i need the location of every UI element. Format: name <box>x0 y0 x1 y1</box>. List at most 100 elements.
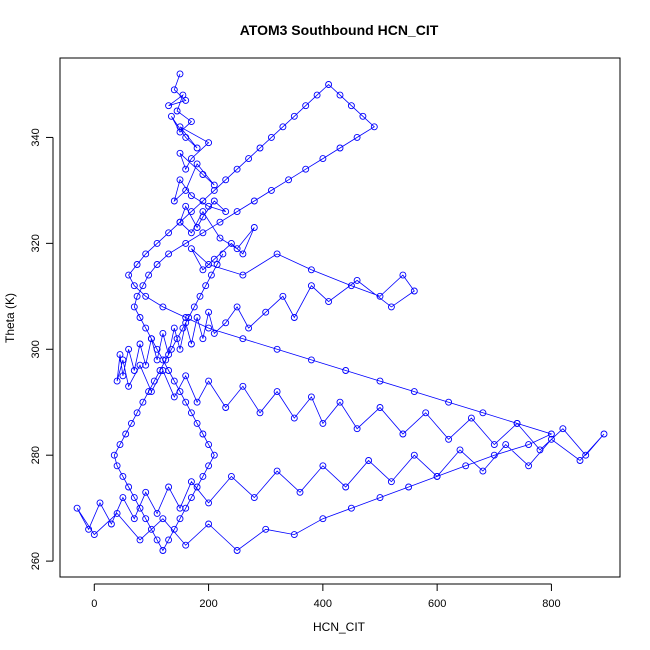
data-point <box>336 398 344 406</box>
data-point <box>147 388 155 396</box>
data-point <box>222 319 230 327</box>
data-point <box>165 250 173 258</box>
y-axis-label: Theta (K) <box>3 293 17 343</box>
data-point <box>156 367 164 374</box>
data-point <box>125 271 133 279</box>
y-tick-label: 300 <box>30 340 42 358</box>
data-point <box>199 335 207 343</box>
data-point <box>307 393 315 401</box>
data-point <box>153 261 161 268</box>
data-point <box>347 102 355 110</box>
data-point <box>199 472 207 480</box>
data-point <box>319 419 327 427</box>
data-point <box>205 139 213 147</box>
data-point <box>279 123 287 131</box>
data-point <box>113 462 121 470</box>
data-point <box>245 155 253 163</box>
data-point <box>199 430 207 438</box>
data-point <box>159 356 167 364</box>
data-point <box>525 462 533 470</box>
data-point <box>405 483 413 491</box>
data-point <box>199 266 207 274</box>
data-point <box>170 393 178 401</box>
data-point <box>559 425 567 433</box>
data-point <box>73 504 81 512</box>
x-axis-label: HCN_CIT <box>313 620 366 634</box>
data-point <box>290 112 298 120</box>
data-point <box>153 509 161 517</box>
data-point <box>185 314 193 321</box>
data-point <box>182 541 190 549</box>
data-point <box>359 112 367 120</box>
data-point <box>290 531 298 539</box>
data-point <box>190 303 198 311</box>
data-point <box>119 494 127 502</box>
data-point <box>302 102 310 110</box>
data-point <box>467 414 475 422</box>
data-point <box>219 250 227 258</box>
y-tick-label: 320 <box>30 234 42 252</box>
data-point <box>133 292 141 300</box>
data-point <box>387 303 395 311</box>
data-point <box>119 356 127 364</box>
data-point <box>199 197 207 205</box>
data-point <box>145 388 153 396</box>
data-point <box>233 165 241 173</box>
data-point <box>170 377 178 385</box>
data-point <box>210 181 218 189</box>
data-point <box>199 213 207 221</box>
data-point <box>205 377 213 385</box>
data-point <box>170 86 178 94</box>
data-point <box>285 176 293 184</box>
data-point <box>227 472 235 480</box>
data-point <box>182 133 190 141</box>
data-point <box>193 224 201 231</box>
data-point <box>182 202 190 210</box>
data-point <box>205 441 213 449</box>
data-point <box>147 335 155 343</box>
data-point <box>410 451 418 459</box>
data-point <box>116 351 124 359</box>
data-point <box>210 186 218 194</box>
data-point <box>239 382 247 390</box>
data-point <box>165 229 173 237</box>
data-point <box>233 245 241 253</box>
data-point <box>145 271 153 279</box>
data-point <box>256 409 264 417</box>
data-point <box>202 282 210 290</box>
data-point <box>193 314 201 321</box>
data-point <box>502 441 510 449</box>
data-point <box>127 419 135 427</box>
data-point <box>176 123 184 131</box>
data-point <box>233 208 241 216</box>
data-point <box>119 372 127 380</box>
data-point <box>153 239 161 247</box>
y-tick-label: 340 <box>30 128 42 146</box>
data-point <box>262 308 270 316</box>
data-point <box>142 488 150 496</box>
data-point <box>490 451 498 459</box>
data-point <box>136 314 144 321</box>
data-point <box>205 308 213 316</box>
data-point <box>142 324 150 332</box>
data-point <box>239 271 247 279</box>
series-line <box>76 73 605 552</box>
data-point <box>296 488 304 496</box>
series-layer <box>73 70 608 554</box>
data-point <box>216 218 224 226</box>
data-point <box>273 345 281 353</box>
data-point <box>399 430 407 438</box>
data-point <box>136 504 144 512</box>
data-point <box>325 298 333 306</box>
data-point <box>113 377 121 385</box>
data-point <box>176 176 184 184</box>
data-point <box>513 419 521 427</box>
data-point <box>205 462 213 470</box>
y-tick-label: 260 <box>30 552 42 570</box>
data-point <box>222 404 230 411</box>
y-axis: 260 280 300 320 340 <box>30 128 54 570</box>
data-point <box>325 81 333 88</box>
chart-title: ATOM3 Southbound HCN_CIT <box>240 22 439 38</box>
data-point <box>130 282 138 290</box>
data-point <box>165 483 173 491</box>
